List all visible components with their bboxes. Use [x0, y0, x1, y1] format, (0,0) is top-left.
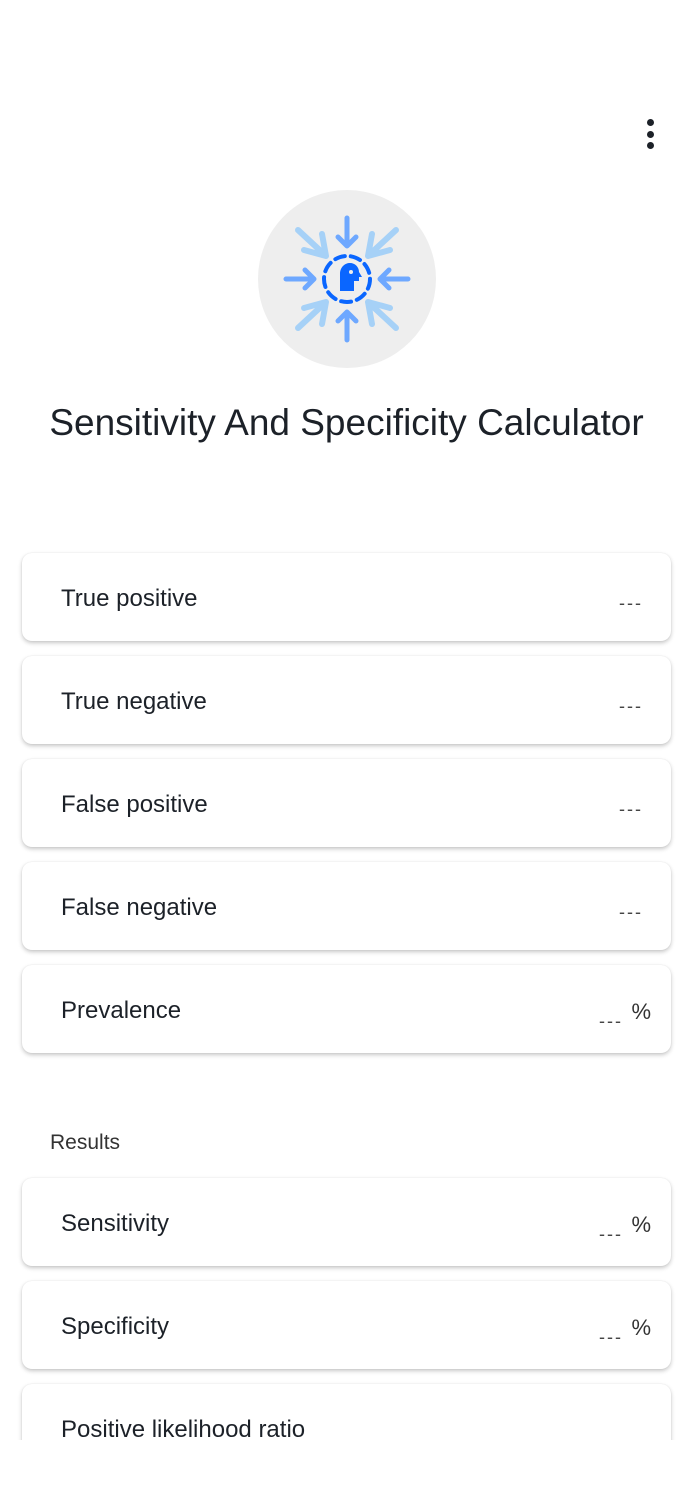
unit-label: %	[631, 1212, 651, 1237]
false-positive-field[interactable]: False positive ---	[22, 759, 671, 847]
field-value[interactable]: ---	[619, 696, 643, 716]
prevalence-field[interactable]: Prevalence --- %	[22, 965, 671, 1053]
true-positive-field[interactable]: True positive ---	[22, 553, 671, 641]
result-label: Specificity	[61, 1313, 170, 1340]
field-label: False negative	[61, 894, 218, 921]
field-value[interactable]: ---	[619, 799, 643, 819]
result-label: Sensitivity	[61, 1210, 170, 1237]
unit-label: %	[631, 999, 651, 1024]
true-negative-field[interactable]: True negative ---	[22, 656, 671, 744]
false-negative-field[interactable]: False negative ---	[22, 862, 671, 950]
sensitivity-result: Sensitivity --- %	[22, 1178, 671, 1266]
more-options-icon[interactable]	[636, 116, 664, 152]
field-label: Prevalence	[61, 997, 182, 1024]
result-value: ---	[599, 1224, 623, 1244]
focus-head-icon	[283, 215, 411, 343]
page-title: Sensitivity And Specificity Calculator	[49, 402, 644, 443]
result-value: ---	[599, 1327, 623, 1347]
field-value[interactable]: ---	[619, 902, 643, 922]
positive-likelihood-ratio-result: Positive likelihood ratio	[22, 1384, 671, 1440]
field-label: False positive	[61, 791, 208, 818]
result-label: Positive likelihood ratio	[61, 1416, 306, 1440]
field-label: True negative	[61, 688, 207, 715]
field-value[interactable]: ---	[619, 593, 643, 613]
field-value[interactable]: ---	[599, 1011, 623, 1031]
app-logo	[258, 190, 436, 368]
specificity-result: Specificity --- %	[22, 1281, 671, 1369]
unit-label: %	[631, 1315, 651, 1340]
field-label: True positive	[61, 585, 198, 612]
results-heading: Results	[50, 1131, 121, 1154]
